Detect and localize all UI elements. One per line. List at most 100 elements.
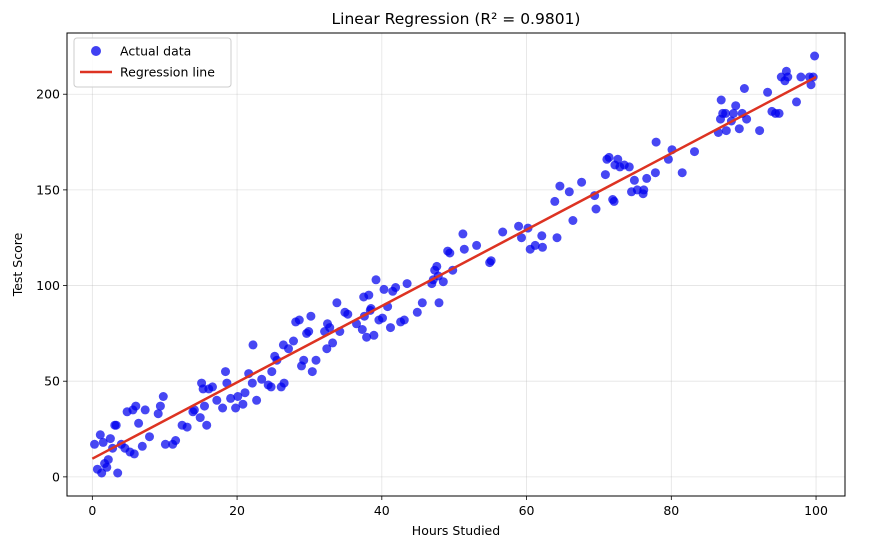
data-point: [763, 87, 773, 97]
data-point: [651, 137, 661, 147]
data-point: [208, 382, 217, 392]
data-point: [514, 221, 524, 231]
data-point: [458, 229, 468, 239]
data-point: [378, 313, 387, 323]
legend: Actual data Regression line: [73, 37, 232, 88]
data-point: [432, 261, 442, 271]
data-point: [284, 344, 293, 354]
data-point: [629, 175, 639, 185]
data-point: [371, 275, 381, 285]
data-point: [90, 439, 99, 449]
data-point: [369, 330, 379, 340]
data-point: [322, 344, 332, 354]
data-point: [140, 405, 150, 415]
data-point: [417, 298, 427, 308]
data-point: [731, 101, 741, 111]
data-point: [95, 430, 105, 440]
data-point: [304, 327, 314, 336]
data-point: [325, 323, 335, 333]
data-point: [137, 441, 147, 451]
data-point: [721, 126, 731, 136]
data-point: [498, 227, 508, 237]
data-point: [591, 204, 601, 214]
y-axis-label: Test Score: [10, 232, 25, 297]
x-tick-label: 60: [519, 503, 535, 518]
data-point: [783, 72, 793, 82]
data-point: [721, 108, 731, 118]
data-point: [131, 401, 141, 411]
data-point: [343, 309, 353, 319]
data-point: [266, 382, 276, 392]
data-point: [153, 409, 163, 419]
x-tick-label: 20: [229, 503, 245, 518]
data-point: [155, 401, 165, 411]
data-point: [650, 168, 660, 178]
data-point: [113, 468, 123, 478]
data-point: [357, 325, 367, 334]
data-point: [247, 378, 257, 388]
data-point: [716, 95, 726, 105]
data-point: [642, 173, 652, 183]
data-point: [486, 256, 496, 266]
data-point: [434, 298, 444, 308]
data-point: [102, 462, 112, 472]
data-point: [218, 403, 228, 413]
data-point: [294, 315, 304, 325]
data-point: [240, 388, 250, 398]
data-point: [639, 185, 649, 195]
data-point: [459, 244, 469, 254]
data-point: [306, 311, 316, 321]
y-tick-label: 150: [36, 182, 60, 197]
data-point: [231, 403, 241, 413]
data-point: [530, 240, 540, 250]
data-point: [379, 284, 389, 294]
data-point: [145, 432, 154, 442]
data-point: [248, 340, 258, 350]
data-point: [289, 336, 298, 346]
data-point: [538, 242, 547, 252]
data-point: [742, 114, 752, 124]
data-point: [267, 367, 277, 377]
data-point: [537, 231, 547, 241]
data-point: [796, 72, 806, 82]
data-point: [105, 434, 115, 444]
y-axis-ticks: 0 50 100 150 200: [36, 87, 67, 484]
data-point: [445, 248, 455, 258]
data-point: [386, 323, 395, 333]
data-point: [517, 233, 526, 243]
legend-marker-actual-data: [91, 46, 101, 56]
data-point: [328, 338, 338, 348]
x-tick-label: 80: [663, 503, 679, 518]
data-point: [624, 162, 634, 172]
data-point: [195, 413, 205, 423]
plot-area-frame: [66, 32, 846, 497]
data-point: [238, 399, 248, 409]
legend-label-regression-line: Regression line: [120, 65, 215, 80]
data-point: [252, 395, 262, 405]
chart-title: Linear Regression (R² = 0.9801): [332, 10, 581, 28]
data-point: [806, 80, 816, 90]
data-point: [734, 124, 744, 134]
data-point: [399, 315, 409, 325]
data-point: [189, 405, 199, 415]
data-point: [774, 108, 784, 118]
y-gridlines: [67, 93, 845, 478]
data-point: [202, 420, 212, 430]
data-point: [564, 187, 574, 197]
y-tick-label: 0: [52, 469, 60, 484]
data-point: [552, 233, 562, 243]
x-gridlines: [91, 33, 817, 496]
x-axis-label: Hours Studied: [412, 523, 500, 538]
data-point: [221, 367, 230, 377]
data-point: [103, 455, 113, 465]
x-axis-ticks: 0 20 40 60 80 100: [88, 496, 828, 518]
y-tick-label: 200: [36, 87, 60, 102]
data-point: [171, 436, 181, 445]
data-point: [690, 147, 699, 157]
data-point: [134, 418, 144, 428]
data-point: [332, 298, 342, 308]
data-point: [755, 126, 765, 136]
x-tick-label: 100: [804, 503, 828, 518]
data-point: [364, 290, 374, 300]
